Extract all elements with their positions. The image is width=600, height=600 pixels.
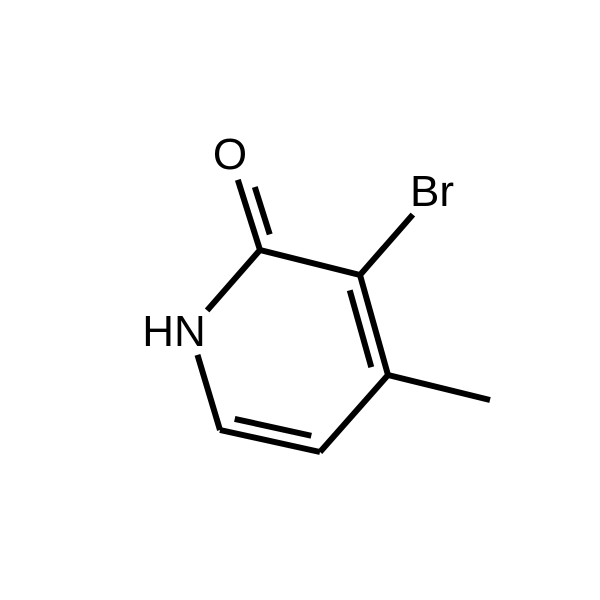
molecule-svg bbox=[0, 0, 600, 600]
atom-label-oxygen: O bbox=[213, 133, 247, 177]
molecule-canvas: O Br HN bbox=[0, 0, 600, 600]
atom-label-nitrogen: HN bbox=[142, 310, 206, 354]
atom-label-bromine: Br bbox=[410, 170, 454, 214]
